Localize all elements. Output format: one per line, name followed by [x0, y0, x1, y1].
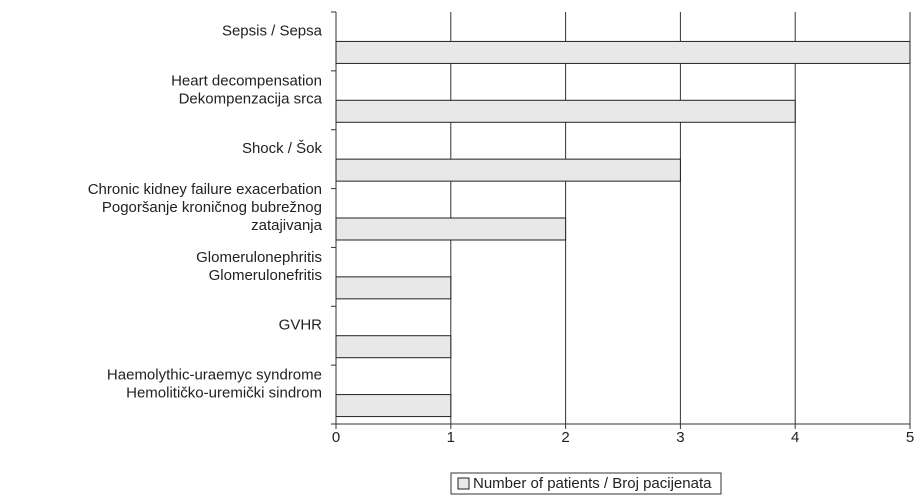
y-tick-label-line: Sepsis / Sepsa: [222, 22, 323, 39]
y-tick-label-line: Dekompenzacija srca: [179, 90, 323, 107]
y-tick-label-line: Glomerulonephritis: [196, 249, 322, 266]
y-tick-label-line: Haemolythic-uraemyc syndrome: [107, 367, 322, 384]
y-tick-label: Shock / Šok: [242, 140, 323, 157]
y-tick-label-line: Shock / Šok: [242, 140, 323, 157]
legend-swatch: [457, 477, 470, 490]
x-tick-label: 2: [561, 429, 569, 446]
bar: [335, 40, 911, 64]
y-tick-label: Heart decompensation Dekompenzacija srca: [171, 72, 323, 107]
y-tick-label: Chronic kidney failure exacerbation Pogor…: [88, 181, 323, 234]
y-tick-label: Glomerulonephritis Glomerulonefritis: [196, 249, 322, 284]
y-tick-label-line: zatajivanja: [251, 217, 323, 234]
y-tick-label-line: Chronic kidney failure exacerbation: [88, 181, 322, 198]
x-tick-label: 1: [447, 429, 455, 446]
x-tick-label: 5: [906, 429, 914, 446]
bar: [335, 158, 681, 182]
y-tick-label: Sepsis / Sepsa: [222, 22, 323, 39]
bar: [335, 394, 452, 418]
legend-label: Number of patients / Broj pacijenata: [473, 475, 712, 492]
bar: [335, 276, 452, 300]
y-tick-label-line: Hemolitičko-uremički sindrom: [126, 385, 322, 402]
y-tick-label-line: GVHR: [279, 317, 323, 334]
x-tick-label: 3: [676, 429, 684, 446]
y-tick-label-line: Heart decompensation: [171, 72, 322, 89]
y-tick-label-line: Pogoršanje kroničnog bubrežnog: [102, 199, 322, 216]
x-tick-label: 4: [791, 429, 799, 446]
y-tick-label-line: Glomerulonefritis: [209, 267, 322, 284]
bar: [335, 99, 796, 123]
y-tick-label: Haemolythic-uraemyc syndrome Hemolitičko-…: [107, 367, 322, 402]
y-tick-label: GVHR: [279, 317, 323, 334]
bar: [335, 335, 452, 359]
x-tick-label: 0: [332, 429, 340, 446]
legend-box: [450, 472, 722, 495]
bar: [335, 217, 567, 241]
